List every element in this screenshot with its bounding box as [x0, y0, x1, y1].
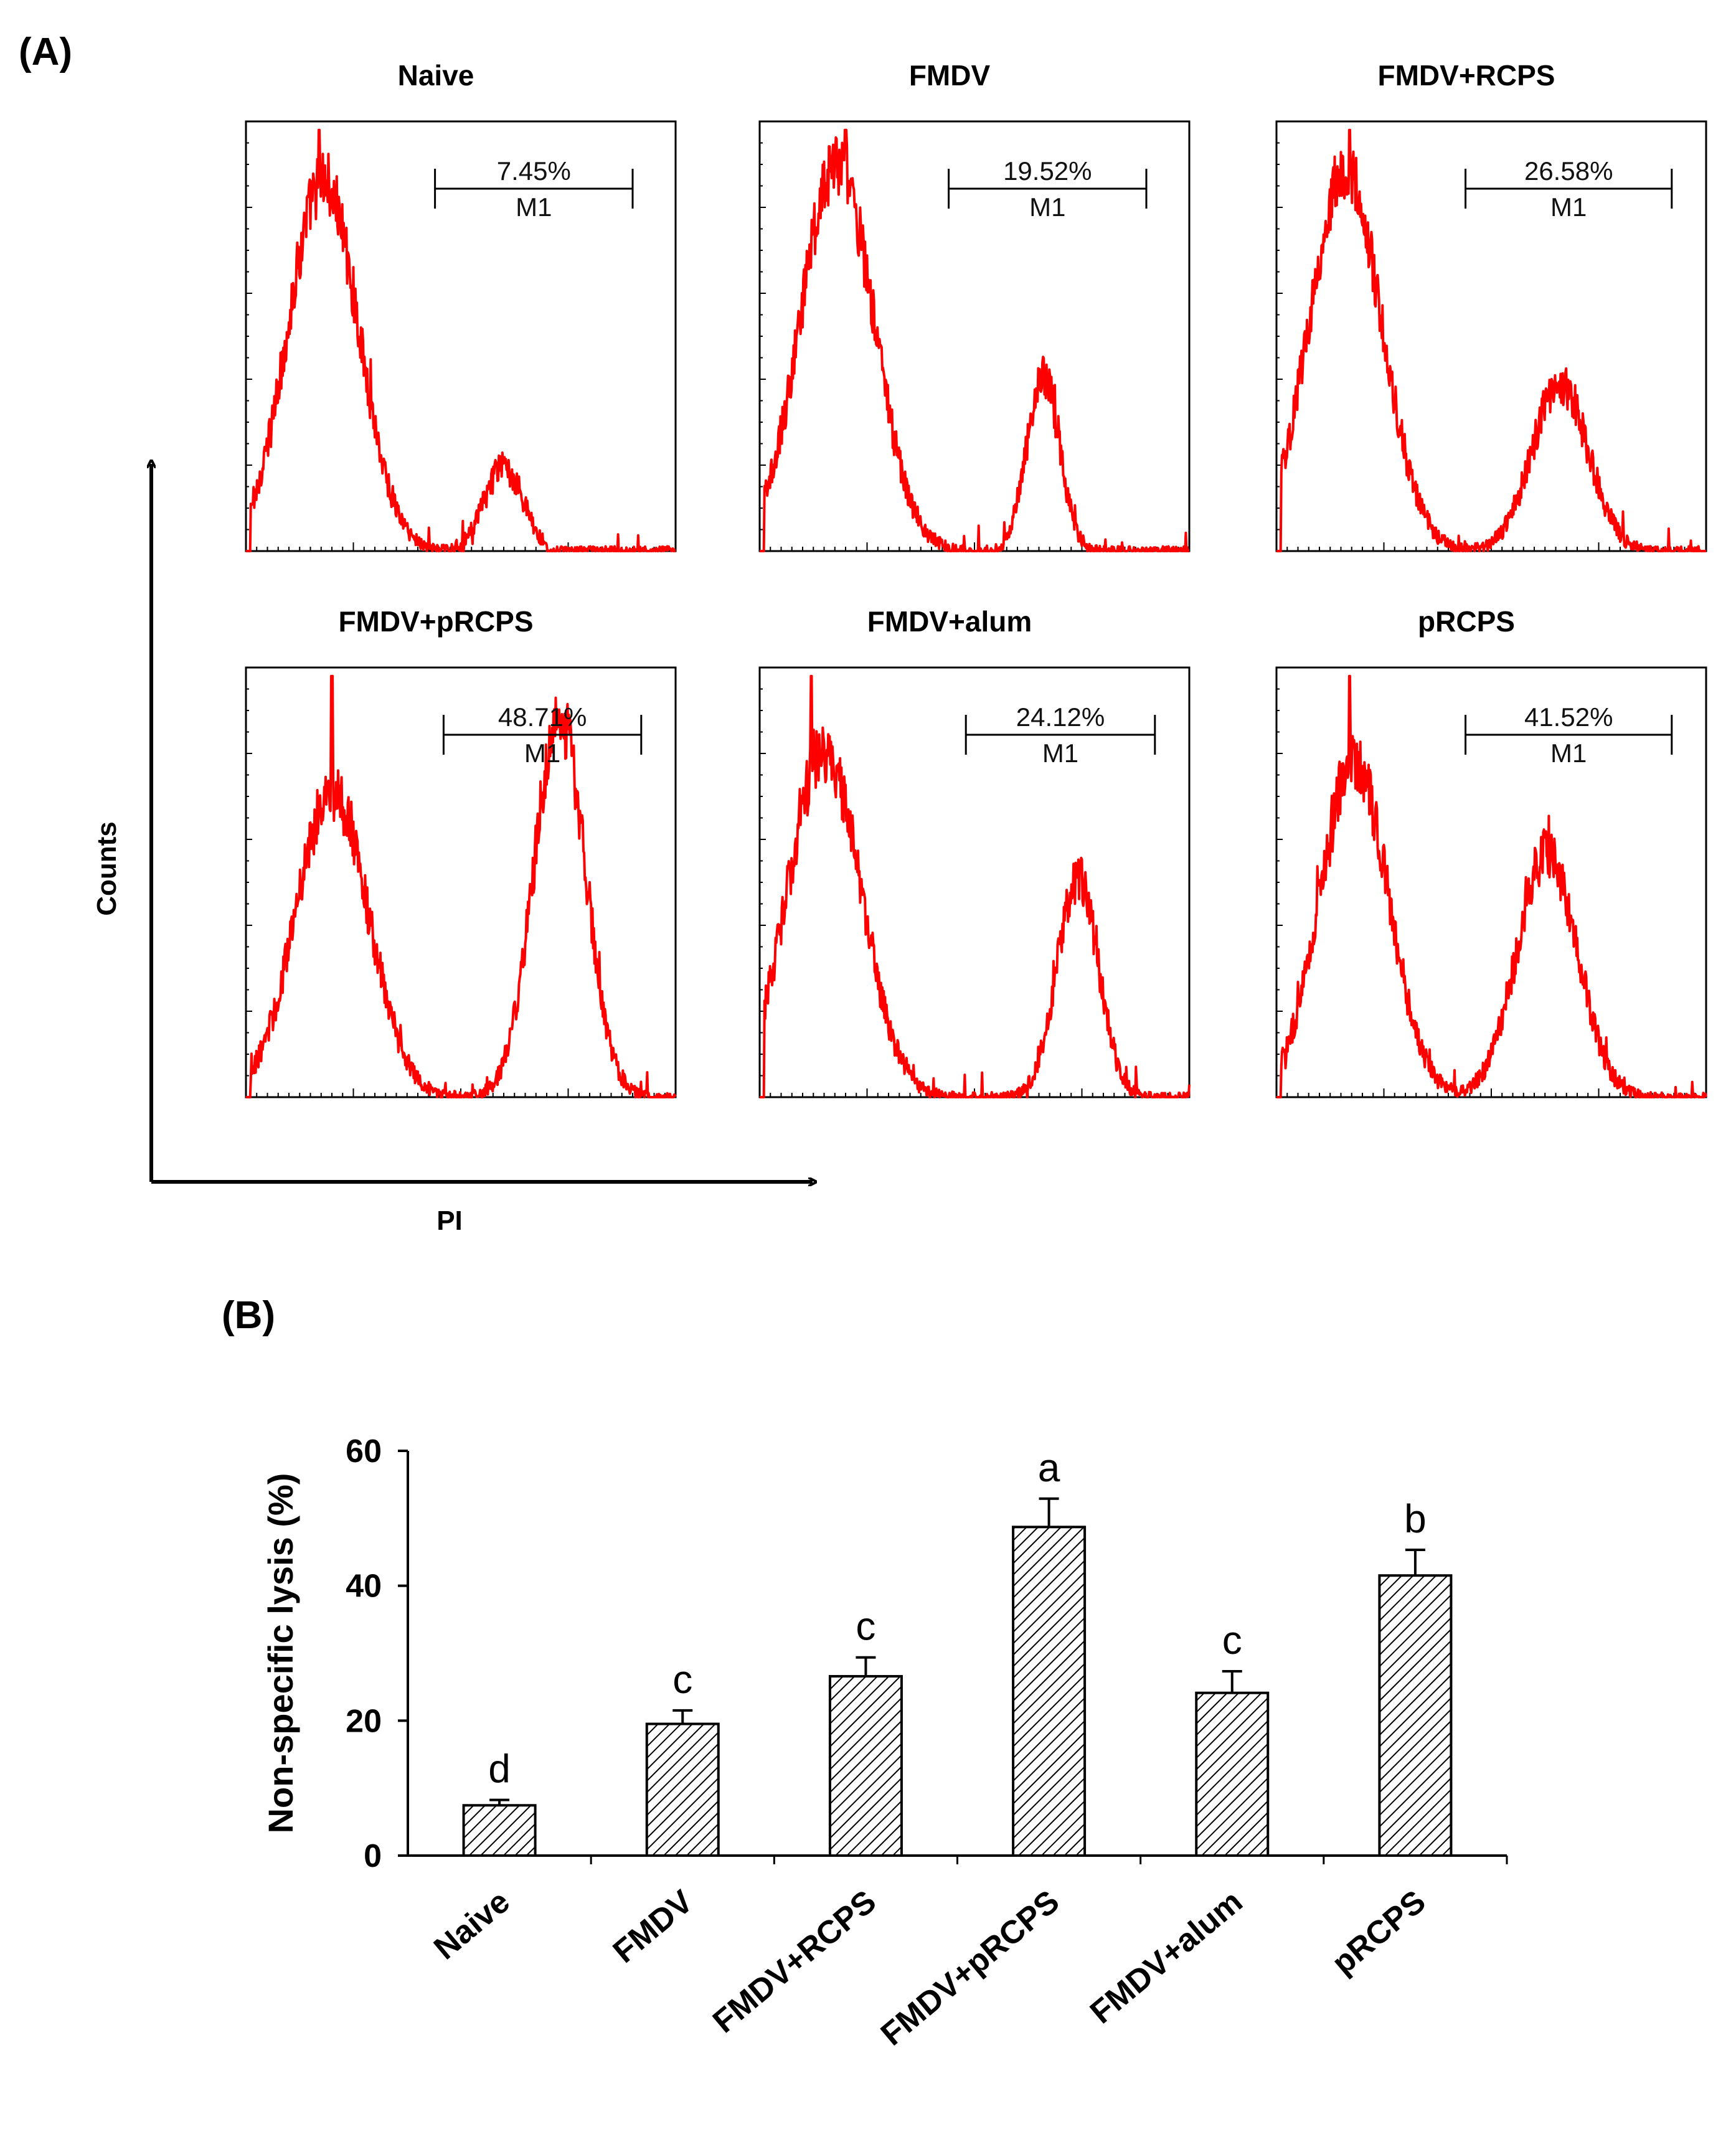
significance-letter: c — [672, 1657, 692, 1702]
panel-label-b: (B) — [222, 1294, 275, 1337]
histogram-title: Naive — [398, 59, 474, 92]
category-label: FMDV+alum — [1083, 1884, 1249, 2031]
gate-percent: 24.12% — [1016, 702, 1105, 732]
bar-FMDV — [645, 1722, 720, 1857]
category-label: FMDV+pRCPS — [874, 1884, 1066, 2053]
gate-label: M1 — [524, 738, 560, 768]
panel-a: Naive 7.45% M1 FMDV 19.52% M1 FMDV+RCPS 26.58% M… — [245, 59, 1707, 1098]
y-axis-label: Non-specific lysis (%) — [261, 1473, 300, 1834]
bar-FMDV+pRCPS — [1012, 1526, 1087, 1857]
gate-m1 — [1465, 169, 1673, 209]
histogram-frame — [245, 666, 677, 1098]
gate-percent: 19.52% — [1003, 156, 1092, 186]
gate-label: M1 — [1550, 738, 1587, 768]
histogram-trace — [245, 674, 677, 1098]
bar-FMDV+RCPS — [828, 1675, 903, 1857]
panel-b-bar-chart: 0 20 40 60 Non-specific lysis (%) d Naive c FMDV… — [261, 1433, 1508, 2053]
y-tick-label: 0 — [364, 1838, 382, 1874]
category-label: pRCPS — [1325, 1884, 1432, 1982]
bar-Naive — [462, 1804, 537, 1857]
gate-m1 — [1465, 715, 1673, 755]
histogram-trace — [1276, 674, 1707, 1098]
gate-label: M1 — [1550, 192, 1587, 222]
gate-m1 — [442, 715, 643, 755]
gate-label: M1 — [1042, 738, 1078, 768]
histogram-1: Naive 7.45% M1 — [245, 59, 677, 552]
bar-pRCPS — [1378, 1574, 1453, 1857]
gate-percent: 41.52% — [1524, 702, 1613, 732]
y-tick-label: 40 — [346, 1569, 382, 1605]
significance-letter: c — [856, 1604, 875, 1649]
gate-label: M1 — [1029, 192, 1065, 222]
gate-m1 — [434, 169, 634, 209]
histogram-title: FMDV+alum — [867, 605, 1032, 638]
y-tick-label: 60 — [346, 1433, 382, 1470]
y-tick-label: 20 — [346, 1703, 382, 1739]
histogram-ticks — [245, 667, 676, 1098]
significance-letter: b — [1404, 1496, 1427, 1541]
histogram-5: FMDV+alum 24.12% M1 — [758, 605, 1191, 1098]
gate-percent: 7.45% — [497, 156, 571, 186]
gate-label: M1 — [516, 192, 552, 222]
histogram-trace — [245, 128, 676, 552]
category-label: FMDV+RCPS — [706, 1884, 883, 2041]
gate-m1 — [948, 169, 1148, 209]
y-axis-label-counts: Counts — [92, 821, 122, 916]
significance-letter: c — [1222, 1618, 1242, 1663]
histogram-2: FMDV 19.52% M1 — [758, 59, 1191, 552]
histogram-title: FMDV+pRCPS — [338, 605, 533, 638]
gate-m1 — [965, 715, 1156, 755]
histogram-title: FMDV — [909, 59, 991, 92]
x-axis-label-pi: PI — [436, 1206, 463, 1236]
category-label: Naive — [427, 1884, 517, 1967]
gate-percent: 26.58% — [1524, 156, 1613, 186]
histogram-trace — [759, 128, 1190, 552]
panel-a-axes: Counts PI — [92, 464, 813, 1236]
significance-letter: d — [488, 1747, 511, 1791]
gate-percent: 48.71% — [498, 702, 587, 732]
histogram-ticks — [1276, 667, 1707, 1098]
histogram-frame — [1275, 666, 1707, 1098]
category-label: FMDV — [606, 1884, 700, 1970]
histogram-trace — [759, 674, 1191, 1098]
significance-letter: a — [1038, 1445, 1060, 1490]
panel-label-a: (A) — [19, 31, 72, 73]
bar-FMDV+alum — [1195, 1691, 1270, 1857]
histogram-title: pRCPS — [1418, 605, 1515, 638]
histogram-6: pRCPS 41.52% M1 — [1275, 605, 1707, 1098]
histogram-ticks — [1276, 121, 1707, 552]
histogram-4: FMDV+pRCPS 48.71% M1 — [245, 605, 677, 1098]
histogram-title: FMDV+RCPS — [1378, 59, 1555, 92]
histogram-trace — [1276, 128, 1707, 552]
histogram-3: FMDV+RCPS 26.58% M1 — [1275, 59, 1707, 552]
